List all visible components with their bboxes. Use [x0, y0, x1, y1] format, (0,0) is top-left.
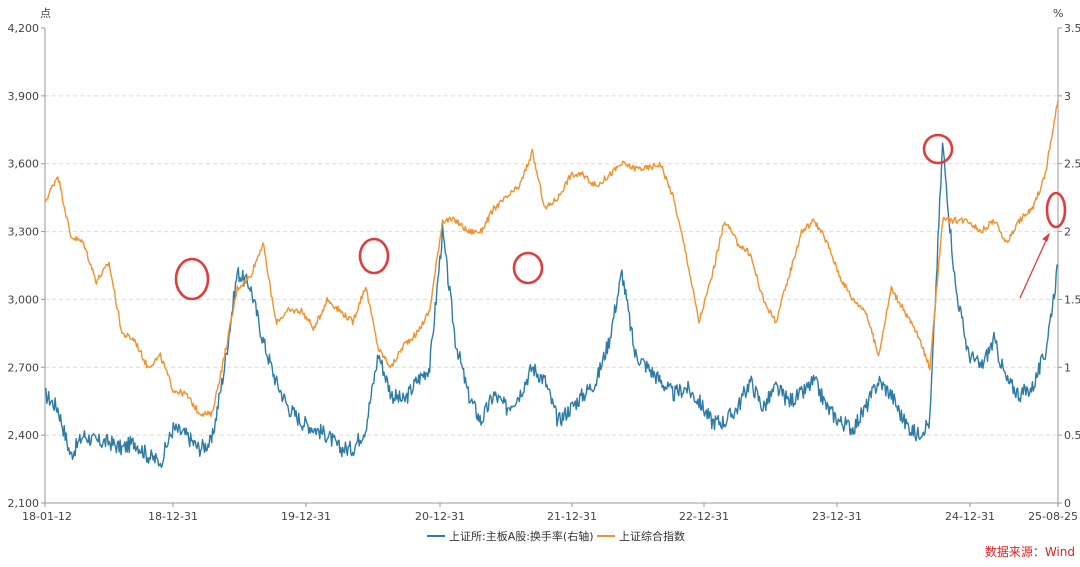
x-axis-tick-label: 18-01-12: [22, 510, 72, 523]
right-axis-tick-label: 3: [1064, 90, 1071, 103]
right-axis-tick-label: 0.5: [1064, 429, 1080, 442]
legend[interactable]: 上证所:主板A股:换手率(右轴) 上证综合指数: [427, 529, 685, 543]
left-axis-tick-label: 2,700: [8, 361, 40, 374]
left-axis-tick-label: 3,300: [8, 226, 40, 239]
x-axis-tick-label: 22-12-31: [679, 510, 729, 523]
annotation-circle: [514, 253, 542, 283]
right-axis-tick-label: 2.5: [1064, 158, 1080, 171]
left-axis-tick-label: 3,900: [8, 90, 40, 103]
left-axis-tick-label: 3,000: [8, 293, 40, 306]
axis-layer: 4,200 3,900 3,600 3,300 3,000 2,700 2,400 2,100…: [8, 22, 1080, 523]
annotation-circle: [924, 135, 952, 163]
left-axis-tick-label: 2,100: [8, 497, 40, 510]
left-axis-tick-label: 4,200: [8, 22, 40, 35]
right-axis-tick-label: 2: [1064, 226, 1071, 239]
right-axis-tick-label: 3.5: [1064, 22, 1080, 35]
annotation-circle: [1047, 193, 1065, 227]
series-line-turnover-rate: [45, 143, 1058, 467]
x-axis-tick-label: 24-12-31: [945, 510, 995, 523]
x-axis-tick-label: 25-08-25: [1028, 510, 1078, 523]
right-axis-unit-label: %: [1053, 7, 1063, 20]
x-axis-tick-label: 18-12-31: [148, 510, 198, 523]
annotation-circle: [176, 259, 208, 299]
left-axis-tick-label: 3,600: [8, 158, 40, 171]
x-axis-tick-label: 23-12-31: [812, 510, 862, 523]
legend-label: 上证所:主板A股:换手率(右轴): [449, 529, 594, 543]
annotation-arrow: [1020, 234, 1049, 298]
series-line-shanghai-composite: [45, 100, 1058, 416]
right-axis-tick-label: 0: [1064, 497, 1071, 510]
right-axis-tick-label: 1: [1064, 361, 1071, 374]
legend-label: 上证综合指数: [619, 529, 685, 543]
left-axis-unit-label: 点: [40, 7, 51, 20]
left-axis-tick-label: 2,400: [8, 429, 40, 442]
annotation-circle: [360, 239, 388, 273]
x-axis-tick-label: 19-12-31: [281, 510, 331, 523]
x-axis-tick-label: 20-12-31: [415, 510, 465, 523]
right-axis-tick-label: 1.5: [1064, 293, 1080, 306]
data-source-label: 数据来源：Wind: [985, 544, 1075, 559]
series-layer: [45, 100, 1058, 467]
annotation-arrow-head: [1043, 234, 1049, 241]
x-axis-tick-label: 21-12-31: [547, 510, 597, 523]
grid-layer: [45, 96, 1058, 435]
